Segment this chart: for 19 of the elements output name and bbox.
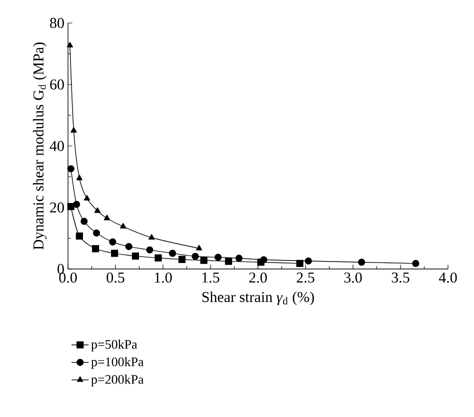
x-axis-title: Shear strain γ$_{d}$ (%) xyxy=(202,292,314,306)
x-tick-label: 1.5 xyxy=(202,272,220,283)
legend-label: p=200kPa xyxy=(91,374,144,386)
x-tick-label: 3.5 xyxy=(392,272,410,283)
x-tick-label: 0.5 xyxy=(106,272,124,283)
legend-label: p=100kPa xyxy=(91,357,144,369)
x-tick-label: 1.0 xyxy=(154,272,172,283)
y-tick-label: 0 xyxy=(58,264,64,274)
x-tick-label: 2.0 xyxy=(249,272,267,283)
legend-label: p=50kPa xyxy=(91,340,138,352)
y-tick-label: 40 xyxy=(50,140,64,152)
x-tick-label: 3.0 xyxy=(344,272,362,283)
y-tick-label: 60 xyxy=(50,79,64,90)
x-tick-label: 0.0 xyxy=(59,272,77,283)
x-tick-label: 4.0 xyxy=(438,272,457,283)
y-tick-label: 80 xyxy=(50,18,64,28)
y-tick-label: 20 xyxy=(50,202,64,213)
x-tick-label: 2.5 xyxy=(296,272,314,283)
y-axis-title: Dynamic shear modulus G$_{d}$ (MPa) xyxy=(32,42,47,250)
